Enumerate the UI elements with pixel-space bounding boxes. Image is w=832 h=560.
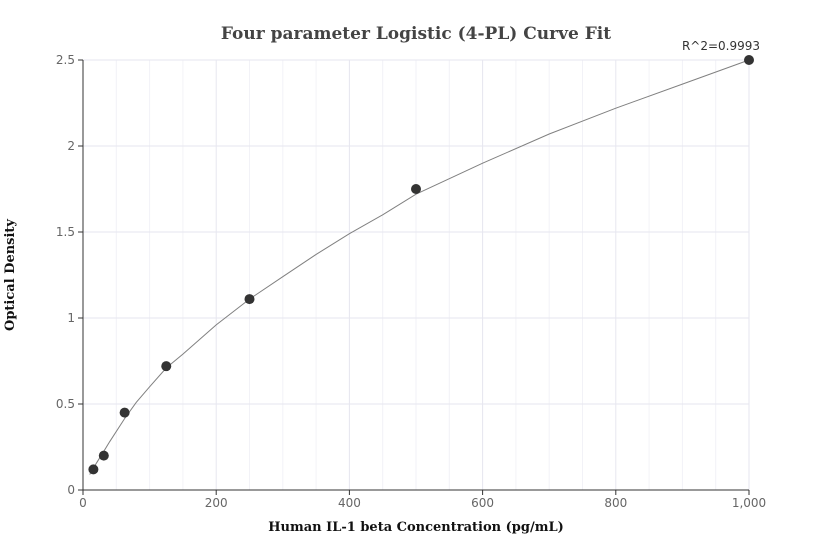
y-tick-label: 0 [67, 483, 75, 497]
data-point [411, 184, 421, 194]
data-points [88, 55, 754, 475]
y-tick-label: 2 [67, 139, 75, 153]
axes [78, 59, 750, 495]
data-point [244, 294, 255, 305]
tick-labels: 0 200 400 600 800 1,000 0 0.5 1 1.5 2 2.5 [56, 53, 766, 510]
grid [82, 59, 750, 491]
y-tick-label: 1.5 [56, 225, 75, 239]
data-point [88, 464, 99, 475]
x-axis-label: Human IL-1 beta Concentration (pg/mL) [268, 520, 564, 535]
data-point [98, 450, 109, 461]
x-tick-label: 400 [338, 496, 361, 510]
y-tick-label: 1 [67, 311, 75, 325]
x-tick-label: 1,000 [732, 496, 766, 510]
data-point [744, 55, 754, 65]
data-point [119, 407, 130, 418]
y-tick-label: 2.5 [56, 53, 75, 67]
x-tick-label: 200 [205, 496, 228, 510]
x-tick-label: 0 [79, 496, 87, 510]
y-tick-label: 0.5 [56, 397, 75, 411]
y-axis-label: Optical Density [3, 219, 18, 331]
x-tick-label: 800 [604, 496, 627, 510]
x-tick-label: 600 [471, 496, 494, 510]
fit-curve [89, 59, 750, 475]
r-squared-annotation: R^2=0.9993 [682, 39, 760, 53]
data-point [161, 361, 172, 372]
chart-title: Four parameter Logistic (4-PL) Curve Fit [221, 24, 611, 44]
